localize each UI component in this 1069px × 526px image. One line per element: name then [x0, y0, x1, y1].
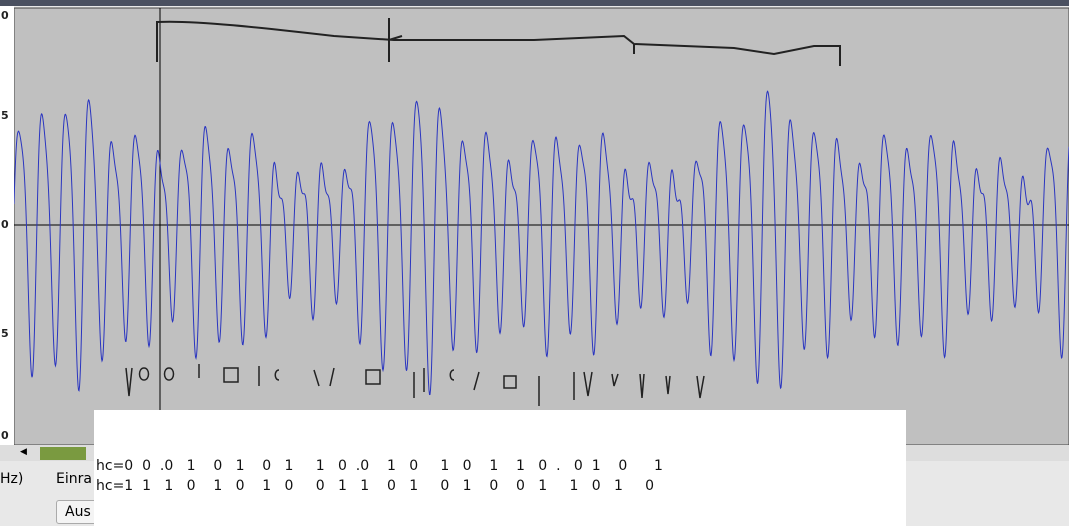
ruler-label: 0: [1, 429, 9, 442]
scroll-thumb[interactable]: [40, 447, 86, 460]
waveform: [14, 90, 1069, 396]
waveform-track[interactable]: [14, 6, 1069, 445]
ruler: 0 5 0 5 0: [0, 6, 14, 445]
scroll-left[interactable]: ◀: [20, 447, 27, 457]
top-bar: [0, 0, 1069, 6]
rate-label: Hz): [0, 471, 24, 487]
annotation-scribble: [156, 18, 841, 66]
bit-scribble: [125, 364, 705, 406]
note-line: hc=1 1 1 0 1 0 1 0 0 1 1 0 1 0 1 0 0 1 1…: [96, 478, 655, 494]
ruler-label: 0: [1, 9, 9, 22]
snap-label: Einra: [56, 471, 92, 487]
ruler-label: 0: [1, 218, 9, 231]
ruler-label: 5: [1, 327, 9, 340]
ruler-label: 5: [1, 109, 9, 122]
note-line: hc=0 0 .0 1 0 1 0 1 1 0 .0 1 0 1 0 1 1 0…: [96, 458, 663, 474]
notes-box: hc=0 0 .0 1 0 1 0 1 1 0 .0 1 0 1 0 1 1 0…: [94, 410, 906, 526]
